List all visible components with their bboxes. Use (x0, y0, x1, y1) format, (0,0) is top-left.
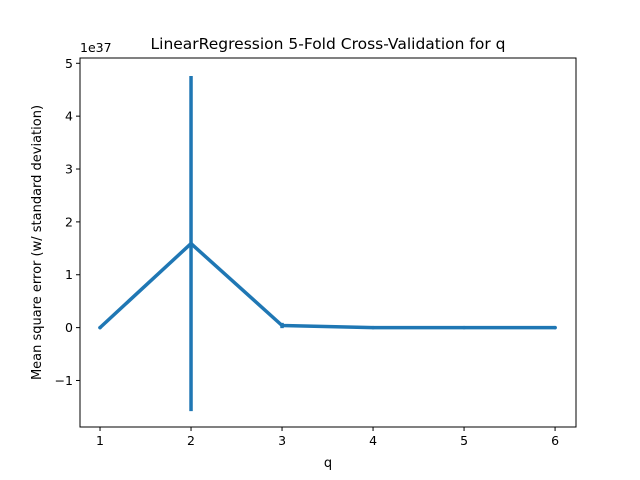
axes-frame (79, 57, 577, 428)
y-axis-scale-label: 1e37 (80, 40, 112, 55)
y-tick-label: 4 (65, 109, 73, 124)
x-tick-label: 6 (551, 433, 559, 448)
x-tick-label: 4 (369, 433, 377, 448)
data-point (553, 325, 557, 330)
x-tick-label: 2 (187, 433, 195, 448)
x-axis-ticks: 1 2 3 4 5 6 (96, 427, 559, 448)
x-tick-label: 5 (460, 433, 468, 448)
plot-series (98, 75, 557, 412)
data-point (371, 325, 375, 330)
y-tick-label: −1 (55, 373, 73, 388)
y-tick-label: 3 (65, 162, 73, 177)
data-point (462, 325, 466, 330)
x-tick-label: 1 (96, 433, 104, 448)
y-tick-label: 1 (65, 267, 73, 282)
x-axis-label: q (324, 456, 332, 471)
data-point (98, 325, 102, 330)
y-tick-label: 0 (65, 320, 73, 335)
y-tick-label: 2 (65, 214, 73, 229)
chart-title: LinearRegression 5-Fold Cross-Validation… (151, 35, 506, 53)
y-axis-ticks: −1 0 1 2 3 4 5 (55, 56, 80, 388)
data-point (280, 323, 284, 328)
y-axis-label: Mean square error (w/ standard deviation… (30, 105, 45, 380)
data-point (189, 241, 193, 246)
x-tick-label: 3 (278, 433, 286, 448)
series-line (98, 241, 557, 330)
y-tick-label: 5 (65, 56, 73, 71)
